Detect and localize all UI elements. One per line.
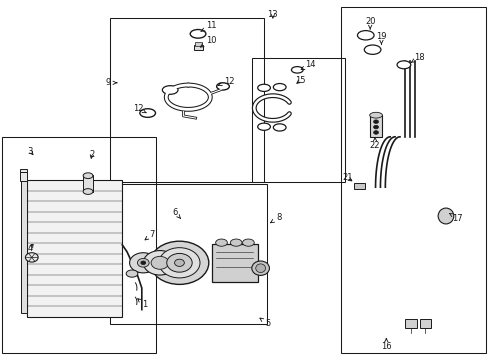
Text: 1: 1 (138, 299, 146, 309)
Ellipse shape (129, 253, 157, 273)
Text: 6: 6 (172, 208, 180, 219)
Text: 21: 21 (341, 174, 352, 182)
Text: 17: 17 (448, 213, 462, 222)
Ellipse shape (273, 124, 285, 131)
Text: 8: 8 (270, 213, 281, 223)
Ellipse shape (216, 83, 229, 90)
Text: 13: 13 (267, 10, 278, 19)
Text: 12: 12 (132, 104, 146, 113)
Ellipse shape (373, 131, 378, 134)
Text: 15: 15 (294, 76, 305, 85)
Ellipse shape (251, 261, 269, 275)
Ellipse shape (373, 120, 378, 123)
Bar (193, 45, 203, 50)
Ellipse shape (159, 248, 200, 278)
Ellipse shape (83, 189, 93, 194)
Ellipse shape (162, 86, 178, 94)
Ellipse shape (437, 208, 453, 224)
Ellipse shape (369, 112, 382, 118)
Ellipse shape (373, 125, 378, 129)
Ellipse shape (257, 123, 270, 130)
Ellipse shape (230, 239, 242, 246)
Bar (83, 175, 93, 192)
Bar (110, 184, 266, 324)
Text: 11: 11 (201, 21, 216, 32)
Bar (341, 7, 485, 353)
Text: 12: 12 (218, 77, 234, 86)
Text: 18: 18 (410, 53, 424, 62)
Bar (20, 169, 27, 172)
Ellipse shape (255, 264, 265, 273)
Ellipse shape (140, 109, 155, 117)
Bar (195, 42, 202, 46)
Bar (419, 319, 430, 328)
Ellipse shape (396, 61, 410, 69)
Bar (251, 58, 344, 182)
Text: 3: 3 (28, 147, 33, 156)
Ellipse shape (190, 30, 205, 38)
Ellipse shape (357, 31, 373, 40)
Text: 7: 7 (145, 230, 154, 240)
Ellipse shape (126, 270, 138, 277)
Ellipse shape (137, 258, 149, 267)
Text: 2: 2 (89, 150, 94, 159)
Text: 4: 4 (28, 244, 33, 253)
Bar (353, 183, 364, 189)
Text: 19: 19 (375, 32, 386, 44)
Text: 9: 9 (106, 78, 117, 87)
Ellipse shape (257, 84, 270, 91)
Bar (21, 180, 27, 313)
Bar (211, 244, 258, 282)
Bar (27, 180, 122, 317)
Circle shape (174, 259, 184, 266)
Text: 20: 20 (364, 17, 375, 29)
Ellipse shape (364, 45, 380, 54)
Text: 10: 10 (200, 36, 216, 47)
Ellipse shape (25, 253, 38, 262)
Ellipse shape (166, 253, 192, 272)
Bar (110, 18, 264, 182)
Circle shape (141, 261, 145, 265)
Bar (369, 115, 382, 137)
Text: 16: 16 (380, 339, 391, 351)
Bar (2, 137, 156, 353)
Text: 14: 14 (301, 60, 315, 69)
Bar (20, 172, 27, 181)
Ellipse shape (291, 67, 303, 73)
Bar (404, 319, 416, 328)
Ellipse shape (242, 239, 254, 246)
Ellipse shape (273, 84, 285, 91)
Ellipse shape (150, 241, 208, 284)
Ellipse shape (143, 251, 176, 275)
Text: 22: 22 (369, 138, 380, 150)
Ellipse shape (83, 173, 93, 179)
Ellipse shape (151, 256, 168, 269)
Text: 5: 5 (260, 318, 270, 328)
Ellipse shape (215, 239, 227, 246)
